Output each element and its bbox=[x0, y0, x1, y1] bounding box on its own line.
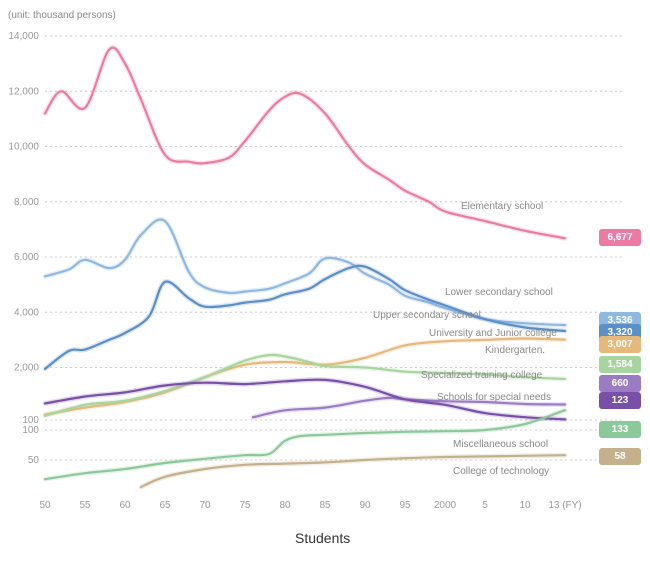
series-label-specialized-training-college: Specialized training college bbox=[421, 370, 542, 381]
svg-text:12,000: 12,000 bbox=[8, 86, 39, 97]
svg-text:10,000: 10,000 bbox=[8, 142, 39, 153]
svg-text:90: 90 bbox=[359, 500, 371, 511]
svg-text:55: 55 bbox=[79, 500, 91, 511]
value-badge-elementary-school: 6,677 bbox=[599, 229, 641, 246]
series-label-university-junior-college: University and Junior college bbox=[429, 328, 557, 339]
series-lower-secondary-school bbox=[45, 220, 565, 326]
unit-label: (unit: thousand persons) bbox=[8, 10, 116, 21]
svg-text:100: 100 bbox=[22, 425, 39, 436]
chart-container: (unit: thousand persons) 14,000 12,000 10,… bbox=[0, 0, 650, 560]
series-label-upper-secondary-school: Upper secondary school bbox=[373, 310, 481, 321]
svg-text:75: 75 bbox=[239, 500, 251, 511]
svg-text:65: 65 bbox=[159, 500, 171, 511]
series-label-miscellaneous-school: Miscellaneous school bbox=[453, 439, 548, 450]
svg-text:80: 80 bbox=[279, 500, 291, 511]
svg-text:14,000: 14,000 bbox=[8, 31, 39, 42]
series-glow-lower-secondary-school bbox=[45, 220, 565, 326]
value-badge-miscellaneous-school: 133 bbox=[599, 421, 641, 438]
value-badge-schools-special-needs: 123 bbox=[599, 392, 641, 409]
svg-text:2,000: 2,000 bbox=[14, 363, 39, 374]
svg-text:5: 5 bbox=[482, 500, 488, 511]
value-badge-college-of-technology: 58 bbox=[599, 448, 641, 465]
svg-text:60: 60 bbox=[119, 500, 131, 511]
series-label-college-of-technology: College of technology bbox=[453, 466, 549, 477]
value-badge-specialized-training-college: 660 bbox=[599, 375, 641, 392]
svg-text:6,000: 6,000 bbox=[14, 252, 39, 263]
series-label-schools-special-needs: Schools for special needs bbox=[437, 392, 551, 403]
svg-text:2000: 2000 bbox=[434, 500, 457, 511]
svg-text:10: 10 bbox=[519, 500, 531, 511]
series-label-elementary-school: Elementary school bbox=[461, 201, 543, 212]
svg-text:50: 50 bbox=[28, 455, 40, 466]
svg-text:85: 85 bbox=[319, 500, 331, 511]
series-label-kindergarten: Kindergarten. bbox=[485, 345, 545, 356]
series-label-lower-secondary-school: Lower secondary school bbox=[445, 287, 553, 298]
svg-text:13 (FY): 13 (FY) bbox=[548, 500, 581, 511]
svg-text:70: 70 bbox=[199, 500, 211, 511]
svg-text:8,000: 8,000 bbox=[14, 197, 39, 208]
value-badge-kindergarten: 1,584 bbox=[599, 356, 641, 373]
svg-text:4,000: 4,000 bbox=[14, 307, 39, 318]
chart-svg: 14,000 12,000 10,000 8,000 6,000 4,000 2,000 10… bbox=[0, 0, 650, 560]
x-axis-title: Students bbox=[295, 530, 350, 546]
value-badge-university-junior-college: 3,007 bbox=[599, 336, 641, 353]
svg-text:95: 95 bbox=[399, 500, 411, 511]
svg-text:50: 50 bbox=[39, 500, 51, 511]
